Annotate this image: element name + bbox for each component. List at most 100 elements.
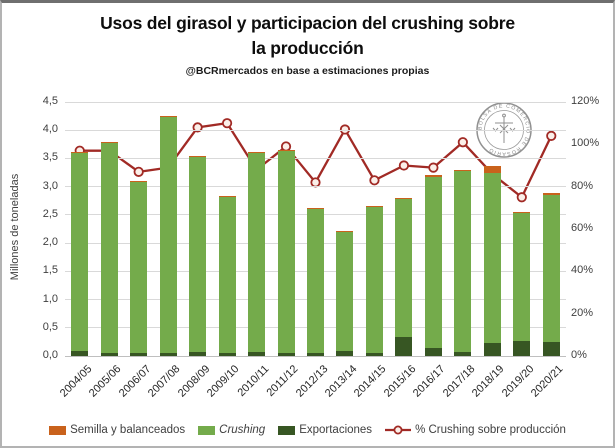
- bar-segment-crushing: [189, 157, 207, 353]
- x-axis-tick-label: 2006/07: [116, 363, 154, 400]
- x-axis-tick-label: 2005/06: [87, 363, 124, 400]
- y2-axis-tick-label: 20%: [571, 306, 594, 319]
- legend-line-marker-icon: [385, 425, 412, 435]
- bar-segment-semilla-y-balanceados: [395, 197, 413, 200]
- legend-item: Semilla y balanceados: [49, 424, 185, 436]
- y2-axis-tick-label: 120%: [571, 95, 600, 107]
- x-axis-tick-label: 2018/19: [470, 363, 507, 400]
- bar-segment-semilla-y-balanceados: [542, 193, 560, 195]
- bar-segment-exportaciones: [159, 353, 177, 356]
- y2-axis-tick-label: 80%: [571, 179, 594, 192]
- x-axis-tick-label: 2017/18: [440, 363, 478, 400]
- bar-segment-semilla-y-balanceados: [365, 205, 383, 207]
- x-axis-tick-label: 2004/05: [57, 363, 95, 400]
- bar-segment-crushing: [424, 176, 442, 349]
- bar-segment-crushing: [454, 170, 472, 353]
- bar-segment-exportaciones: [513, 341, 531, 356]
- bar-segment-crushing: [218, 197, 236, 353]
- bar-segment-semilla-y-balanceados: [483, 165, 501, 173]
- bar-segment-crushing: [100, 142, 118, 353]
- x-axis-tick-label: 2011/12: [264, 363, 301, 400]
- line-marker: [516, 192, 527, 203]
- bar-segment-exportaciones: [424, 348, 442, 356]
- bar-segment-semilla-y-balanceados: [130, 181, 148, 183]
- line-marker: [369, 175, 380, 186]
- bar-segment-exportaciones: [395, 337, 413, 356]
- bar-segment-exportaciones: [248, 352, 266, 356]
- bar-segment-crushing: [542, 194, 560, 342]
- y-axis-tick-label: 1,0: [42, 292, 58, 305]
- legend-label: Crushing: [219, 424, 266, 436]
- bar-segment-exportaciones: [365, 352, 383, 356]
- y-axis-tick-label: 1,5: [42, 264, 58, 277]
- legend-label: Exportaciones: [299, 424, 373, 436]
- line-marker: [546, 130, 557, 141]
- bar-segment-semilla-y-balanceados: [307, 207, 324, 209]
- bar-segment-exportaciones: [307, 353, 324, 356]
- line-marker: [398, 160, 410, 171]
- bar-segment-exportaciones: [336, 351, 354, 356]
- chart-title-line1: Usos del girasol y participacion del cru…: [100, 13, 515, 33]
- bar-segment-exportaciones: [542, 341, 560, 356]
- bar-segment-exportaciones: [454, 352, 472, 356]
- gridline: [65, 157, 566, 159]
- x-axis-tick-label: 2019/20: [499, 363, 537, 400]
- chart-subtitle: @BCRmercados en base a estimaciones prop…: [185, 64, 430, 77]
- bar-segment-crushing: [513, 212, 531, 342]
- y2-axis-tick-label: 60%: [571, 222, 594, 234]
- legend-item: % Crushing sobre producción: [385, 424, 566, 436]
- line-marker: [221, 118, 233, 129]
- bar-segment-crushing: [248, 153, 266, 353]
- legend: Semilla y balanceados Crushing Exportacion…: [2, 424, 613, 436]
- y2-axis-tick-label: 100%: [571, 137, 600, 150]
- legend-swatch-icon: [49, 425, 67, 435]
- legend-label: Semilla y balanceados: [70, 424, 186, 436]
- bar-segment-exportaciones: [277, 352, 295, 356]
- bar-segment-semilla-y-balanceados: [336, 230, 354, 232]
- line-marker: [133, 166, 144, 177]
- legend-label: % Crushing sobre producción: [415, 424, 566, 436]
- bar-segment-crushing: [307, 208, 324, 354]
- legend-swatch-icon: [198, 425, 216, 435]
- bar-segment-exportaciones: [218, 352, 236, 356]
- legend-swatch-icon: [278, 425, 296, 435]
- x-axis-tick-label: 2014/15: [352, 363, 389, 400]
- bar-segment-crushing: [365, 206, 383, 353]
- gridline: [65, 129, 566, 131]
- bar-segment-exportaciones: [130, 352, 148, 356]
- bar-segment-crushing: [483, 172, 501, 343]
- y-axis-tick-label: 3,5: [42, 151, 58, 164]
- x-axis-tick-label: 2008/09: [175, 363, 213, 400]
- bar-segment-semilla-y-balanceados: [189, 156, 207, 158]
- bar-segment-semilla-y-balanceados: [218, 196, 236, 198]
- line-marker: [428, 162, 439, 173]
- bar-segment-exportaciones: [483, 343, 501, 356]
- x-axis-tick-label: 2012/13: [293, 363, 330, 400]
- chart-title-line2: la producción: [251, 38, 364, 59]
- bar-segment-crushing: [130, 182, 148, 353]
- bar-segment-semilla-y-balanceados: [159, 116, 177, 118]
- legend-item: Exportaciones: [278, 424, 372, 436]
- gridline: [65, 186, 566, 188]
- gridline: [65, 355, 566, 357]
- bar-segment-semilla-y-balanceados: [513, 211, 531, 213]
- bar-segment-exportaciones: [100, 352, 118, 356]
- bar-segment-semilla-y-balanceados: [454, 169, 472, 171]
- x-axis-tick-label: 2010/11: [235, 363, 272, 400]
- y2-axis-tick-label: 40%: [571, 264, 594, 277]
- gridline: [65, 101, 566, 103]
- bar-segment-semilla-y-balanceados: [100, 141, 118, 143]
- y-axis-title: Millones de toneladas: [9, 173, 21, 281]
- bar-segment-crushing: [395, 199, 413, 338]
- x-axis-tick-label: 2007/08: [146, 363, 183, 400]
- y-axis-tick-label: 0,5: [42, 320, 58, 333]
- bar-segment-crushing: [159, 117, 177, 354]
- legend-item: Crushing: [198, 424, 265, 436]
- bar-segment-semilla-y-balanceados: [424, 175, 442, 177]
- x-axis-tick-label: 2020/21: [529, 363, 566, 400]
- bar-segment-semilla-y-balanceados: [248, 152, 266, 154]
- title-block: Usos del girasol y participacion del cru…: [2, 11, 613, 77]
- y2-axis-tick-label: 0%: [571, 349, 587, 361]
- bar-segment-semilla-y-balanceados: [71, 151, 89, 153]
